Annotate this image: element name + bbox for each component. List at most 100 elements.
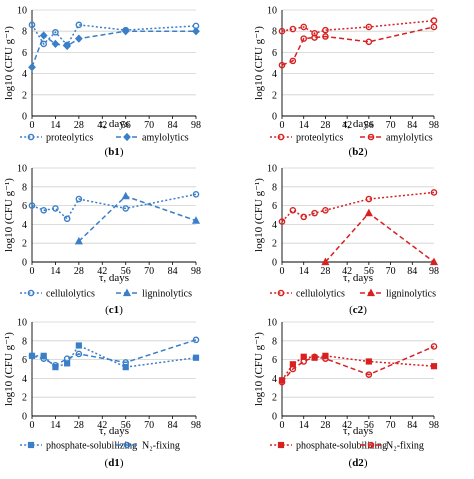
legend-marker bbox=[123, 441, 131, 449]
y-tick-label: 8 bbox=[22, 27, 27, 38]
legend-label: proteolytics bbox=[296, 133, 343, 144]
legend-item: ligninolytics bbox=[116, 289, 192, 300]
data-point bbox=[430, 363, 438, 370]
series-line bbox=[281, 345, 435, 383]
panel-label: (d1) bbox=[105, 457, 124, 469]
data-point bbox=[300, 213, 308, 221]
x-tick-label: 0 bbox=[30, 266, 35, 277]
data-point bbox=[28, 21, 36, 29]
series-1 bbox=[278, 352, 438, 384]
y-tick-label: 10 bbox=[267, 6, 277, 17]
x-tick-label: 56 bbox=[364, 266, 374, 277]
legend: proteolytics amylolytics bbox=[270, 133, 433, 144]
chart-b2: 0 2 4 6 8 10 0 14 28 42 56 70 84 98 τ, days log10 (CFU … bbox=[253, 6, 439, 159]
legend-marker bbox=[27, 289, 35, 297]
data-point bbox=[322, 355, 329, 362]
chart-b1: 0 2 4 6 8 10 0 14 28 42 56 70 84 98 τ, days log10 (CFU … bbox=[3, 6, 201, 159]
series-line bbox=[31, 193, 197, 220]
y-axis-label: log10 (CFU g⁻¹) bbox=[253, 26, 265, 100]
x-tick-label: 56 bbox=[121, 120, 131, 131]
y-tick-label: 6 bbox=[272, 48, 277, 59]
series-2 bbox=[278, 23, 438, 69]
x-tick-label: 28 bbox=[74, 266, 84, 277]
legend-label: N₂-fixing bbox=[142, 441, 180, 452]
data-point bbox=[28, 63, 36, 72]
data-point bbox=[322, 26, 329, 34]
legend-marker bbox=[27, 441, 35, 449]
data-point bbox=[28, 352, 36, 360]
legend-item: amylolytics bbox=[116, 133, 189, 144]
x-tick-label: 98 bbox=[191, 420, 201, 431]
data-point bbox=[289, 25, 297, 33]
data-point bbox=[40, 355, 48, 362]
panel-label: (b2) bbox=[349, 146, 368, 158]
x-tick-label: 28 bbox=[320, 120, 330, 131]
legend-item: proteolytics bbox=[270, 133, 343, 144]
y-axis-label: log10 (CFU g⁻¹) bbox=[253, 332, 265, 406]
legend-label: phosphate-solubilizing bbox=[46, 441, 137, 452]
legend-label: proteolytics bbox=[46, 133, 93, 144]
y-tick-label: 10 bbox=[267, 318, 277, 329]
chart-c1: 0 2 4 6 8 10 0 14 28 42 56 70 84 98 τ, days log10 (CFU … bbox=[3, 164, 201, 317]
y-tick-label: 0 bbox=[272, 258, 277, 269]
data-point bbox=[63, 41, 72, 51]
x-tick-label: 0 bbox=[30, 420, 35, 431]
y-tick-label: 0 bbox=[272, 412, 277, 423]
panel-label: (b1) bbox=[105, 146, 124, 158]
series-line bbox=[324, 212, 435, 263]
legend-marker bbox=[367, 441, 375, 449]
series-line bbox=[31, 339, 197, 367]
series-1 bbox=[28, 191, 200, 223]
x-axis-label: τ, days bbox=[99, 425, 129, 437]
data-point bbox=[75, 195, 83, 203]
legend-label: cellulolytics bbox=[296, 289, 345, 300]
y-tick-label: 2 bbox=[272, 90, 277, 101]
series-line bbox=[281, 19, 435, 35]
data-point bbox=[191, 216, 201, 224]
series-2 bbox=[321, 208, 439, 266]
data-point bbox=[122, 359, 130, 366]
y-tick-label: 6 bbox=[272, 355, 277, 366]
y-tick-label: 4 bbox=[22, 69, 27, 80]
y-axis-label: log10 (CFU g⁻¹) bbox=[3, 332, 15, 406]
y-tick-label: 0 bbox=[22, 258, 27, 269]
x-tick-label: 98 bbox=[191, 120, 201, 131]
chart-d1: 0 2 4 6 8 10 0 14 28 42 56 70 84 98 τ, days log10 (CFU … bbox=[3, 318, 201, 470]
series-2 bbox=[28, 336, 200, 369]
legend-label: N₂-fixing bbox=[386, 441, 424, 452]
x-tick-label: 28 bbox=[320, 420, 330, 431]
data-point bbox=[365, 23, 373, 31]
x-tick-label: 28 bbox=[74, 120, 84, 131]
data-point bbox=[63, 355, 71, 362]
data-point bbox=[300, 35, 308, 42]
legend: cellulolytics ligninolytics bbox=[20, 289, 192, 300]
x-axis-label: τ, days bbox=[343, 272, 373, 284]
x-tick-label: 42 bbox=[97, 120, 107, 131]
x-tick-label: 70 bbox=[144, 266, 154, 277]
data-point bbox=[121, 191, 130, 200]
data-point bbox=[74, 34, 83, 43]
x-axis-label: τ, days bbox=[99, 118, 129, 130]
legend-item: cellulolytics bbox=[20, 289, 95, 300]
y-axis-label: log10 (CFU g⁻¹) bbox=[3, 26, 15, 100]
y-tick-label: 8 bbox=[272, 336, 277, 347]
legend-item: N₂-fixing bbox=[116, 441, 180, 452]
x-tick-label: 42 bbox=[342, 420, 352, 431]
data-point bbox=[429, 257, 439, 266]
x-tick-label: 98 bbox=[191, 266, 201, 277]
legend-marker bbox=[366, 288, 376, 297]
data-point bbox=[430, 23, 438, 31]
data-point bbox=[74, 236, 83, 245]
data-point bbox=[430, 343, 438, 350]
x-tick-label: 84 bbox=[168, 266, 178, 277]
x-tick-label: 98 bbox=[429, 120, 439, 131]
x-tick-label: 98 bbox=[429, 266, 439, 277]
data-point bbox=[300, 358, 308, 365]
x-tick-label: 28 bbox=[74, 420, 84, 431]
data-point bbox=[278, 218, 286, 225]
x-tick-label: 84 bbox=[168, 120, 178, 131]
x-tick-label: 98 bbox=[429, 420, 439, 431]
data-point bbox=[311, 209, 318, 217]
x-tick-label: 42 bbox=[342, 266, 352, 277]
